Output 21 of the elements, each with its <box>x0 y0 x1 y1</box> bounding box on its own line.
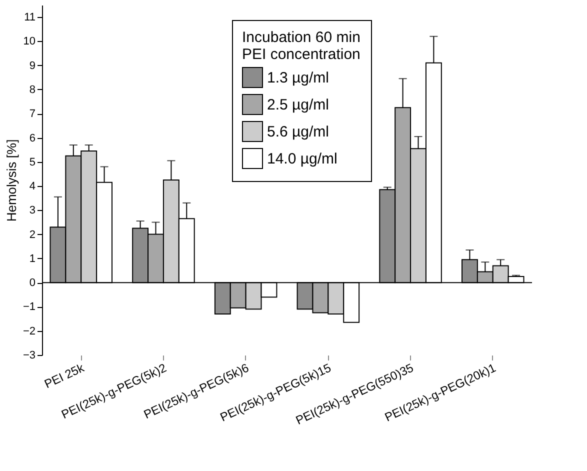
legend-label: 14.0 µg/ml <box>267 150 338 168</box>
y-tick-label: 1 <box>29 252 36 265</box>
legend-label: 1.3 µg/ml <box>267 70 329 86</box>
legend-title: Incubation 60 min PEI concentration <box>242 29 360 63</box>
y-tick-label: 5 <box>29 156 36 168</box>
y-tick-label: 8 <box>29 84 36 96</box>
y-tick-label: −2 <box>22 325 36 338</box>
y-tick-label: −1 <box>22 301 36 314</box>
y-tick-label: −3 <box>22 350 36 362</box>
y-tick-label: 9 <box>29 60 36 72</box>
y-tick-label: 2 <box>29 228 36 241</box>
y-tick-label: 3 <box>29 204 36 217</box>
y-tick-label: 11 <box>24 12 36 24</box>
y-tick-label: 0 <box>29 277 36 290</box>
y-tick-label: 7 <box>29 108 36 120</box>
y-tick-label: 6 <box>29 132 36 144</box>
y-axis-title: Hemolysis [%] <box>4 139 19 222</box>
y-tick-label: 10 <box>23 36 36 48</box>
y-tick-label: 4 <box>29 180 36 193</box>
legend-label: 5.6 µg/ml <box>267 124 329 140</box>
legend-label: 2.5 µg/ml <box>267 96 329 114</box>
